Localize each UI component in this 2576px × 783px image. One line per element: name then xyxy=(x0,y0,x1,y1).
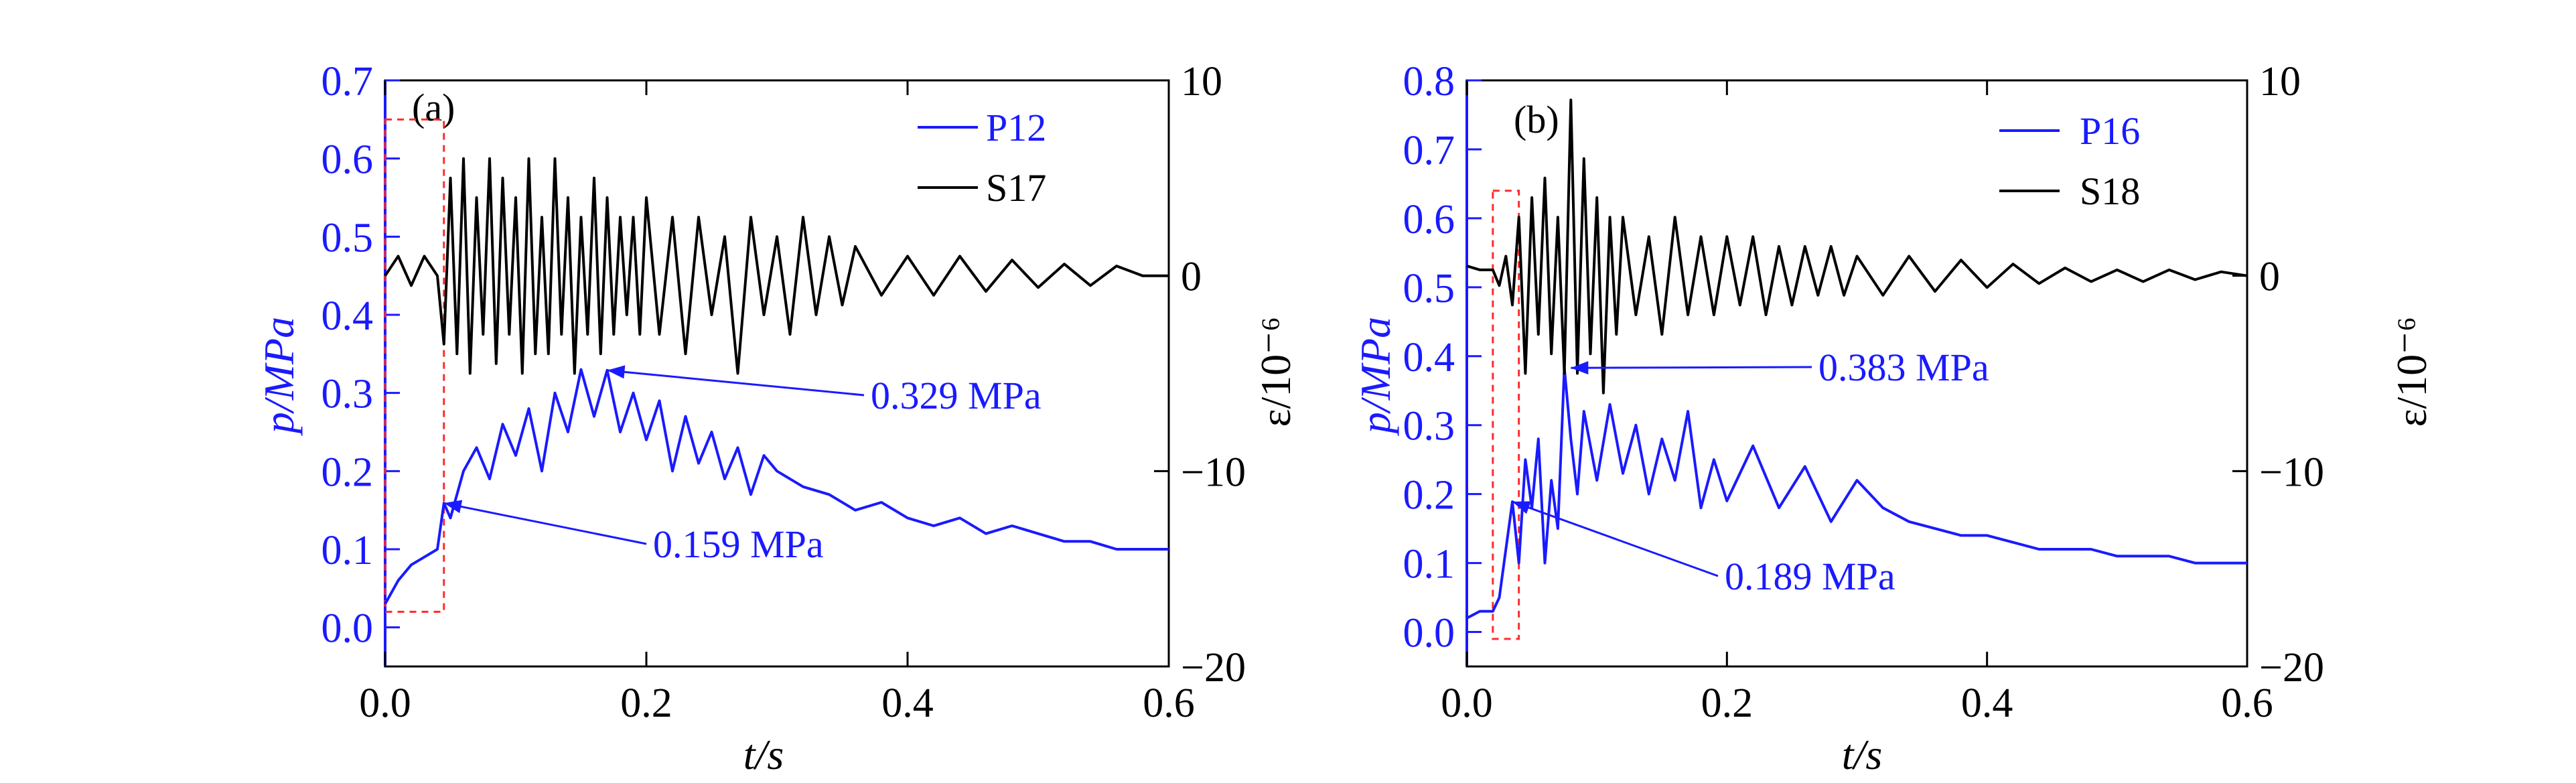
y-right-tick-label-b-0: 10 xyxy=(2259,59,2301,104)
y-left-tick-label-b-4: 0.4 xyxy=(1403,335,1455,380)
y-left-tick-label-b-5: 0.5 xyxy=(1403,266,1455,311)
legend-label-p16: P16 xyxy=(2080,109,2140,153)
legend-label-s18: S18 xyxy=(2080,169,2140,213)
y-left-tick-label-b-0: 0.0 xyxy=(1403,611,1455,656)
y-right-tick-label-a-3: −20 xyxy=(1181,645,1246,691)
plot-frame-a xyxy=(384,79,1170,668)
x-axis-title-a: t/s xyxy=(743,731,784,778)
x-axis-title-b: t/s xyxy=(1842,731,1882,778)
y-left-tick-label-b-6: 0.6 xyxy=(1403,197,1455,242)
annotation-arrowhead-a-0 xyxy=(607,365,626,379)
annotation-peak-a: 0.329 MPa xyxy=(871,374,1042,417)
y-left-tick-label-a-6: 0.6 xyxy=(321,137,374,183)
y-right-tick-label-a-2: −10 xyxy=(1181,449,1246,495)
y-left-tick-label-a-2: 0.2 xyxy=(321,449,374,495)
highlight-box-a xyxy=(384,118,445,613)
series-line-s17 xyxy=(384,157,1169,375)
panel-b: (b) P16 S18 0.383 MPa 0.189 MPa p/MPa ε/… xyxy=(1352,98,2435,778)
legend-label-p12: P12 xyxy=(986,106,1046,149)
annotation-step-b: 0.189 MPa xyxy=(1725,555,1895,598)
annotation-arrow-b-1 xyxy=(1512,500,1719,577)
annotation-arrowhead-b-1 xyxy=(1512,501,1531,514)
y-right-tick-label-b-2: −10 xyxy=(2259,449,2324,495)
panel-a: (a) P12 S17 0.329 MPa 0.159 MPa p/MPa ε/… xyxy=(255,86,1299,778)
x-tick-label-a-2: 0.4 xyxy=(881,681,934,726)
x-tick-label-a-0: 0.0 xyxy=(359,681,411,726)
panel-label-a: (a) xyxy=(412,86,455,129)
x-tick-label-b-0: 0.0 xyxy=(1441,681,1493,726)
series-line-p12 xyxy=(384,368,1169,605)
chart-b: 0.0 0.2 0.4 0.6 0.0 0.1 0.2 0.3 0.4 0.5 0.6 0.7 0.8 1… xyxy=(1403,59,2324,726)
y-left-tick-label-a-0: 0.0 xyxy=(321,606,374,652)
y-right-tick-label-a-1: 0 xyxy=(1181,255,1202,300)
y-axis-title-right-a: ε/10⁻⁶ xyxy=(1252,317,1299,427)
y-axis-title-left-b: p/MPa xyxy=(1352,317,1399,436)
annotation-arrow-a-1 xyxy=(443,502,647,545)
annotation-arrowhead-b-0 xyxy=(1571,361,1589,375)
y-right-tick-label-b-3: −20 xyxy=(2259,645,2324,691)
annotation-arrowhead-a-1 xyxy=(443,500,463,514)
series-line-p16 xyxy=(1466,366,2247,620)
y-left-tick-label-a-5: 0.5 xyxy=(321,215,374,261)
y-axis-title-right-b: ε/10⁻⁶ xyxy=(2388,317,2435,427)
y-right-tick-label-a-0: 10 xyxy=(1181,59,1222,104)
highlight-box-b xyxy=(1492,190,1520,640)
y-left-tick-label-b-8: 0.8 xyxy=(1403,59,1455,104)
legend-label-s17: S17 xyxy=(986,166,1046,210)
y-left-tick-label-b-1: 0.1 xyxy=(1403,542,1455,587)
annotation-arrow-b-0 xyxy=(1571,366,1812,369)
y-left-tick-label-b-3: 0.3 xyxy=(1403,404,1455,449)
annotation-step-a: 0.159 MPa xyxy=(653,522,824,566)
x-tick-label-a-1: 0.2 xyxy=(620,681,672,726)
y-left-tick-label-b-2: 0.2 xyxy=(1403,473,1455,518)
y-left-tick-label-a-1: 0.1 xyxy=(321,528,374,573)
x-tick-label-b-2: 0.4 xyxy=(1961,681,2013,726)
y-left-tick-label-a-4: 0.4 xyxy=(321,293,374,339)
y-left-tick-label-b-7: 0.7 xyxy=(1403,128,1455,173)
x-tick-label-b-1: 0.2 xyxy=(1701,681,1754,726)
annotation-arrow-a-0 xyxy=(607,369,865,397)
x-tick-label-b-3: 0.6 xyxy=(2221,681,2273,726)
chart-a: 0.0 0.2 0.4 0.6 0.0 0.1 0.2 0.3 0.4 0.5 0.6 0.7 10 0 −… xyxy=(321,59,1246,726)
panel-label-b: (b) xyxy=(1514,98,1559,141)
plot-layer: 0.0 0.2 0.4 0.6 0.0 0.1 0.2 0.3 0.4 0.5 0.6 0.7 10 0 −… xyxy=(321,59,2324,726)
x-tick-label-a-3: 0.6 xyxy=(1143,681,1195,726)
y-left-tick-label-a-3: 0.3 xyxy=(321,372,374,417)
y-axis-title-left-a: p/MPa xyxy=(255,317,303,436)
y-right-tick-label-b-1: 0 xyxy=(2259,255,2280,300)
annotation-peak-b: 0.383 MPa xyxy=(1818,346,1989,389)
y-left-tick-label-a-7: 0.7 xyxy=(321,59,374,104)
series-line-s18 xyxy=(1466,98,2248,395)
